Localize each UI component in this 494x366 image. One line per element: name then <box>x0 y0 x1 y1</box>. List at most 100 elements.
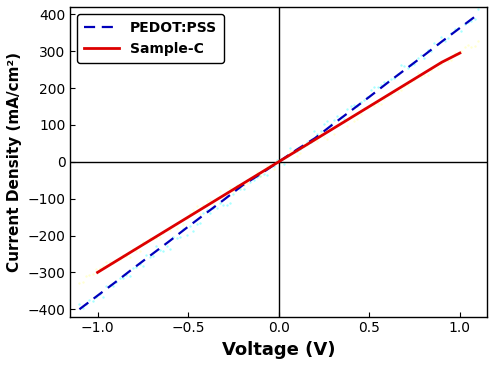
Sample-C <box>439 60 445 64</box>
Point <box>270 166 278 172</box>
Point <box>236 187 244 193</box>
Point <box>196 211 204 217</box>
Point <box>467 44 475 50</box>
Point <box>139 239 147 245</box>
Point <box>125 254 133 259</box>
Point <box>460 44 468 50</box>
Point <box>411 61 418 67</box>
Point <box>330 131 338 137</box>
Point <box>411 77 418 83</box>
Point <box>320 134 328 140</box>
Point <box>253 174 261 180</box>
Point <box>243 180 251 186</box>
Point <box>136 261 144 266</box>
Point <box>109 260 117 266</box>
Point <box>236 185 244 191</box>
Point <box>313 138 321 144</box>
Point <box>129 246 137 252</box>
Point <box>99 294 107 300</box>
Point <box>464 19 472 25</box>
Point <box>82 301 90 307</box>
Point <box>159 249 167 254</box>
Point <box>343 123 351 128</box>
Point <box>256 173 264 179</box>
PEDOT:PSS <box>149 252 155 257</box>
Point <box>340 116 348 122</box>
Point <box>307 139 315 145</box>
Point <box>390 88 398 94</box>
Point <box>92 266 100 272</box>
PEDOT:PSS <box>94 294 100 298</box>
Point <box>106 282 114 288</box>
Point <box>457 48 465 54</box>
Point <box>266 164 274 169</box>
Point <box>213 195 221 201</box>
Point <box>226 185 234 191</box>
Point <box>260 168 268 174</box>
Sample-C <box>294 149 300 153</box>
Point <box>249 174 257 180</box>
Point <box>176 218 184 224</box>
Point <box>89 271 97 277</box>
Point <box>380 97 388 102</box>
Point <box>447 30 455 36</box>
Point <box>247 179 254 185</box>
Sample-C <box>348 115 354 120</box>
Point <box>377 82 385 87</box>
Point <box>263 163 271 169</box>
Point <box>142 240 150 246</box>
Point <box>287 145 294 151</box>
PEDOT:PSS <box>276 160 282 164</box>
Point <box>277 159 285 165</box>
Point <box>373 84 381 90</box>
Point <box>112 279 120 285</box>
Point <box>384 92 392 98</box>
Point <box>414 70 422 76</box>
Point <box>317 128 325 134</box>
Point <box>474 38 482 44</box>
Point <box>340 119 348 125</box>
Point <box>263 172 271 178</box>
Point <box>390 75 398 81</box>
Sample-C <box>203 204 209 208</box>
Point <box>280 155 288 161</box>
Point <box>471 43 479 49</box>
Point <box>427 48 435 54</box>
Point <box>437 61 445 67</box>
Point <box>230 191 238 197</box>
Point <box>387 92 395 98</box>
Point <box>400 83 408 89</box>
Point <box>460 21 468 27</box>
Point <box>139 264 147 269</box>
Point <box>125 273 133 279</box>
Point <box>146 254 154 259</box>
Point <box>260 171 268 177</box>
Point <box>417 53 425 59</box>
Point <box>203 198 210 204</box>
Sample-C <box>312 138 318 142</box>
Point <box>307 137 315 142</box>
Point <box>317 131 325 137</box>
Point <box>437 34 445 40</box>
Point <box>129 265 137 271</box>
Point <box>457 28 465 34</box>
Point <box>451 26 458 32</box>
Point <box>370 84 378 90</box>
Point <box>183 232 191 238</box>
Point <box>427 67 435 73</box>
Point <box>119 275 127 281</box>
Point <box>364 105 371 111</box>
Point <box>200 202 207 208</box>
Point <box>300 143 308 149</box>
Point <box>370 103 378 109</box>
PEDOT:PSS <box>475 12 481 16</box>
Point <box>354 116 362 122</box>
Point <box>193 221 201 227</box>
Sample-C <box>149 237 155 242</box>
Point <box>290 149 298 155</box>
Point <box>467 18 475 24</box>
Point <box>179 226 187 232</box>
Sample-C <box>276 160 282 164</box>
Point <box>283 153 291 159</box>
Point <box>394 89 402 95</box>
